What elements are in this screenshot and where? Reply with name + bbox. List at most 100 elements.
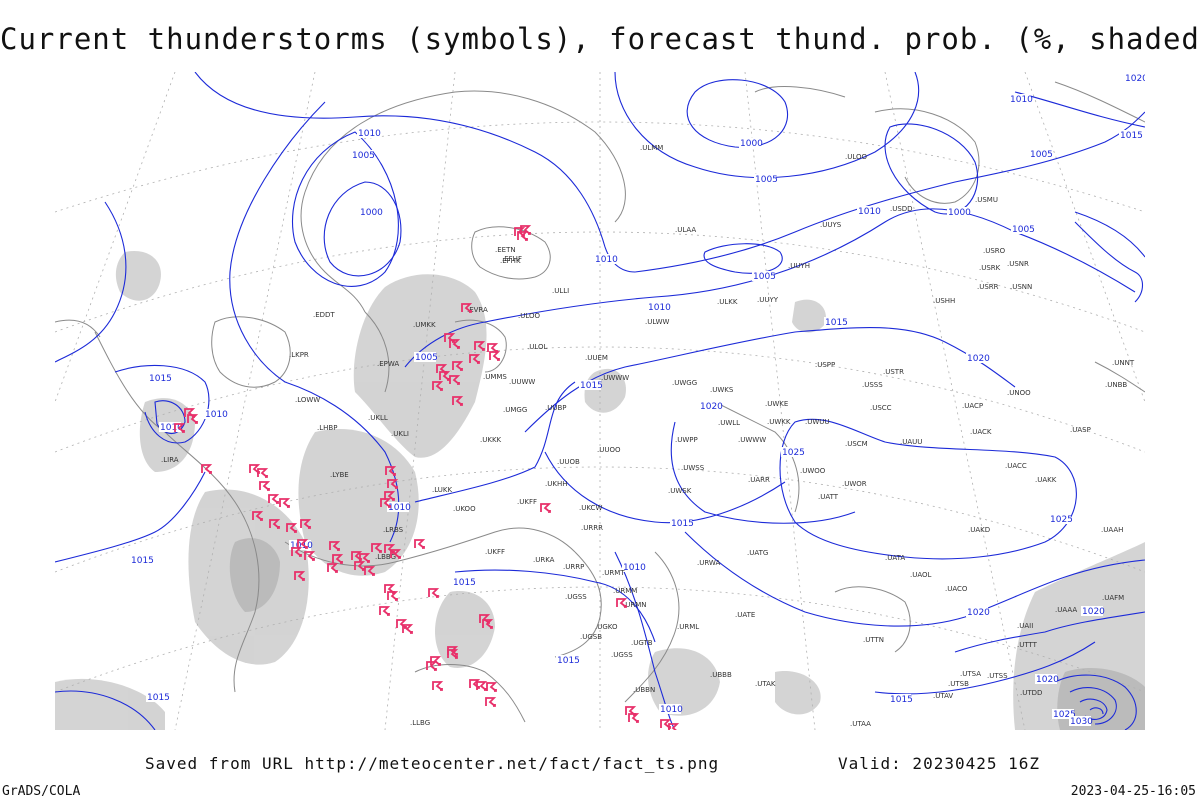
station-label: .UKHH <box>545 480 567 488</box>
station-label: .USHH <box>933 297 955 305</box>
station-label: .UTAK <box>755 680 776 688</box>
station-label: .UGSS <box>565 593 587 601</box>
thunderstorm-symbol <box>187 414 199 424</box>
station-label: .ULOO <box>518 312 541 320</box>
station-label: .LHBP <box>317 424 337 432</box>
isobar-label-bg <box>647 302 669 312</box>
station-label: .LOWW <box>295 396 320 404</box>
isobar-label-bg <box>1049 514 1071 524</box>
station-label: .LLBG <box>410 719 430 727</box>
station-label: .UWSK <box>668 487 692 495</box>
isobar-label: 1020 <box>700 402 723 412</box>
isobar-label-bg <box>889 694 911 704</box>
station-label: .EPWA <box>377 360 399 368</box>
isobar-label-bg <box>357 128 379 138</box>
station-label: .UATA <box>885 554 905 562</box>
isobar-label: 1010 <box>388 503 411 513</box>
station-label: .UAFM <box>1102 594 1124 602</box>
thunderstorm-symbol <box>616 598 628 608</box>
station-label: .UTDD <box>1020 689 1042 697</box>
isobar-label-bg <box>754 174 776 184</box>
isobar-label: 1015 <box>149 374 172 384</box>
isobar-label: 1005 <box>1030 150 1053 160</box>
station-label: .LIRA <box>161 456 179 464</box>
thunderstorm-symbol <box>449 339 461 349</box>
isobar-label-bg <box>781 447 803 457</box>
station-label: .UTSS <box>987 672 1008 680</box>
isobar-label-bg <box>387 502 409 512</box>
station-label: .UTSA <box>960 670 981 678</box>
thunderstorm-symbol <box>269 519 281 529</box>
station-label: .UWOO <box>800 467 826 475</box>
isobar-label-bg <box>947 207 969 217</box>
station-label: .UAKD <box>968 526 990 534</box>
station-label: .ULKK <box>717 298 738 306</box>
software-credit: GrADS/COLA <box>2 784 81 799</box>
station-label: .UKFF <box>485 548 505 556</box>
station-label: .ULMM <box>640 144 663 152</box>
station-label: .UATE <box>735 611 755 619</box>
isobar-label-bg <box>351 150 373 160</box>
station-label: .UWGG <box>672 379 697 387</box>
isobar-label: 1015 <box>671 519 694 529</box>
thunderstorm-symbol <box>428 588 440 598</box>
thunderstorm-symbol <box>540 503 552 513</box>
station-label: .URMT <box>602 569 625 577</box>
saved-url-note: Saved from URL http://meteocenter.net/fa… <box>145 754 720 773</box>
isobar-label: 1010 <box>290 541 313 551</box>
weather-map[interactable]: 1020 1010 1015 1005 1000 1005 1010 1005 1000 1010… <box>54 71 1148 733</box>
valid-time: Valid: 20230425 16Z <box>838 754 1041 773</box>
isobar-label-bg <box>739 138 761 148</box>
isobar-label-bg <box>752 271 774 281</box>
station-label: .UWOR <box>842 480 867 488</box>
thunderstorm-symbol <box>452 361 464 371</box>
isobar-label: 1015 <box>890 695 913 705</box>
isobar-label: 1010 <box>205 410 228 420</box>
station-label: .UAAH <box>1101 526 1123 534</box>
isobar-label-bg <box>1124 73 1146 83</box>
thunderstorm-symbol <box>359 553 371 563</box>
thunderstorm-symbol <box>291 547 303 557</box>
isobar-label-bg <box>1069 716 1091 726</box>
thunderstorm-symbol <box>300 519 312 529</box>
thunderstorm-symbol <box>364 566 376 576</box>
station-label: .URRP <box>563 563 584 571</box>
isobar-label: 1005 <box>415 353 438 363</box>
station-label: .UATG <box>747 549 768 557</box>
thunderstorm-symbol <box>387 479 399 489</box>
thunderstorm-symbol <box>432 381 444 391</box>
thunderstorm-symbol <box>297 539 309 549</box>
thunderstorm-symbol <box>371 543 383 553</box>
thunderstorm-symbol <box>486 682 498 692</box>
thunderstorm-symbol <box>354 561 366 571</box>
station-label: .URML <box>677 623 699 631</box>
thunderstorm-symbol <box>174 423 186 433</box>
thunderstorm-symbol <box>332 554 344 564</box>
station-label: .URWA <box>697 559 720 567</box>
generated-timestamp: 2023-04-25-16:05 <box>1070 784 1196 799</box>
isobar-label-bg <box>1011 224 1033 234</box>
station-label: .UBBN <box>633 686 655 694</box>
station-label: .UWUU <box>805 418 830 426</box>
thunderstorm-symbol <box>469 354 481 364</box>
thunderstorm-symbol <box>279 498 291 508</box>
thunderstorm-symbol <box>304 551 316 561</box>
isobar-label: 1025 <box>1053 710 1076 720</box>
station-label: .USTR <box>883 368 904 376</box>
isobar-label-bg <box>359 207 381 217</box>
isobar-label: 1015 <box>453 578 476 588</box>
thunderstorm-symbol <box>517 231 529 241</box>
isobar-label-bg <box>966 607 988 617</box>
station-label: .UWWW <box>738 436 766 444</box>
isobar-label-bg <box>146 692 168 702</box>
station-label: .UUOB <box>557 458 580 466</box>
station-label: .UTAA <box>850 720 871 728</box>
thunderstorm-symbol <box>294 571 306 581</box>
thunderstorm-symbol <box>329 541 341 551</box>
isobar-label-bg <box>1009 94 1031 104</box>
station-labels: .ULOO .USDD .USMU .UUYS .USRO .USRK .USNR .USRR… <box>161 144 1135 728</box>
thunderstorm-symbol <box>520 225 532 235</box>
station-label: .UKKK <box>480 436 502 444</box>
isobar-label-bg <box>1029 149 1051 159</box>
lat-lon-grid <box>54 71 1146 731</box>
